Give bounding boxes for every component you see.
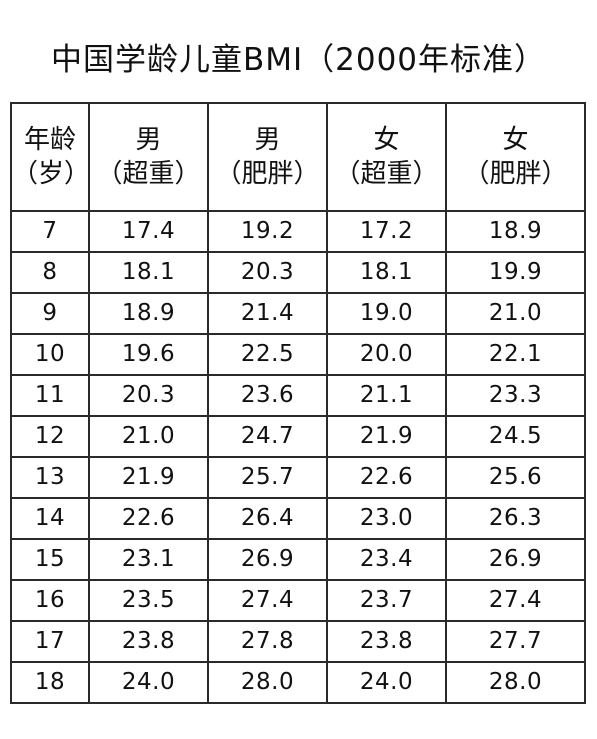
header-age: 年龄 （岁）: [10, 102, 90, 212]
cell-age: 7: [10, 210, 90, 253]
table-row: 9 18.9 21.4 19.0 21.0: [10, 292, 586, 335]
page-title: 中国学龄儿童BMI（2000年标准）: [50, 42, 547, 78]
cell-male-overweight: 19.6: [88, 333, 209, 376]
cell-male-overweight: 18.1: [88, 251, 209, 294]
table-row: 7 17.4 19.2 17.2 18.9: [10, 210, 586, 253]
cell-female-overweight: 24.0: [326, 661, 447, 704]
cell-age: 8: [10, 251, 90, 294]
table-row: 12 21.0 24.7 21.9 24.5: [10, 415, 586, 458]
cell-female-obese: 27.7: [445, 620, 586, 663]
cell-female-obese: 24.5: [445, 415, 586, 458]
cell-male-obese: 27.4: [207, 579, 328, 622]
header-row: 年龄 （岁） 男 （超重） 男 （肥胖） 女 （超重） 女 （肥胖）: [10, 102, 586, 212]
cell-male-obese: 27.8: [207, 620, 328, 663]
header-male-overweight: 男 （超重）: [88, 102, 209, 212]
table-row: 16 23.5 27.4 23.7 27.4: [10, 579, 586, 622]
cell-female-obese: 22.1: [445, 333, 586, 376]
table-body: 7 17.4 19.2 17.2 18.9 8 18.1 20.3 18.1 19.9 9 18.9 2…: [10, 210, 586, 704]
table-row: 10 19.6 22.5 20.0 22.1: [10, 333, 586, 376]
table-row: 15 23.1 26.9 23.4 26.9: [10, 538, 586, 581]
cell-male-obese: 26.4: [207, 497, 328, 540]
cell-female-obese: 19.9: [445, 251, 586, 294]
cell-female-overweight: 17.2: [326, 210, 447, 253]
cell-female-overweight: 23.0: [326, 497, 447, 540]
table-row: 17 23.8 27.8 23.8 27.7: [10, 620, 586, 663]
cell-age: 10: [10, 333, 90, 376]
cell-female-overweight: 21.9: [326, 415, 447, 458]
cell-female-overweight: 23.7: [326, 579, 447, 622]
cell-male-overweight: 23.5: [88, 579, 209, 622]
table-row: 13 21.9 25.7 22.6 25.6: [10, 456, 586, 499]
cell-male-obese: 19.2: [207, 210, 328, 253]
cell-age: 14: [10, 497, 90, 540]
cell-female-obese: 26.3: [445, 497, 586, 540]
table-row: 14 22.6 26.4 23.0 26.3: [10, 497, 586, 540]
cell-female-overweight: 23.8: [326, 620, 447, 663]
table-row: 8 18.1 20.3 18.1 19.9: [10, 251, 586, 294]
cell-age: 17: [10, 620, 90, 663]
cell-male-obese: 23.6: [207, 374, 328, 417]
cell-female-obese: 28.0: [445, 661, 586, 704]
table-row: 18 24.0 28.0 24.0 28.0: [10, 661, 586, 704]
cell-male-overweight: 24.0: [88, 661, 209, 704]
header-male-obese: 男 （肥胖）: [207, 102, 328, 212]
table-row: 11 20.3 23.6 21.1 23.3: [10, 374, 586, 417]
cell-female-obese: 26.9: [445, 538, 586, 581]
cell-female-obese: 23.3: [445, 374, 586, 417]
cell-male-overweight: 17.4: [88, 210, 209, 253]
cell-female-overweight: 22.6: [326, 456, 447, 499]
cell-age: 16: [10, 579, 90, 622]
cell-male-overweight: 18.9: [88, 292, 209, 335]
cell-age: 12: [10, 415, 90, 458]
cell-female-obese: 18.9: [445, 210, 586, 253]
cell-female-overweight: 20.0: [326, 333, 447, 376]
cell-female-overweight: 21.1: [326, 374, 447, 417]
header-female-overweight: 女 （超重）: [326, 102, 447, 212]
cell-age: 13: [10, 456, 90, 499]
cell-male-overweight: 21.9: [88, 456, 209, 499]
cell-female-overweight: 18.1: [326, 251, 447, 294]
cell-male-obese: 24.7: [207, 415, 328, 458]
cell-male-obese: 25.7: [207, 456, 328, 499]
cell-female-obese: 21.0: [445, 292, 586, 335]
cell-male-overweight: 23.1: [88, 538, 209, 581]
cell-female-overweight: 23.4: [326, 538, 447, 581]
cell-age: 11: [10, 374, 90, 417]
cell-age: 9: [10, 292, 90, 335]
bmi-table: 年龄 （岁） 男 （超重） 男 （肥胖） 女 （超重） 女 （肥胖） 7 17.4…: [10, 102, 586, 704]
cell-female-overweight: 19.0: [326, 292, 447, 335]
cell-male-overweight: 20.3: [88, 374, 209, 417]
cell-age: 18: [10, 661, 90, 704]
cell-male-overweight: 23.8: [88, 620, 209, 663]
cell-male-overweight: 22.6: [88, 497, 209, 540]
page-bottom-edge: [0, 733, 597, 739]
cell-male-obese: 28.0: [207, 661, 328, 704]
cell-male-obese: 26.9: [207, 538, 328, 581]
cell-age: 15: [10, 538, 90, 581]
cell-male-obese: 20.3: [207, 251, 328, 294]
cell-female-obese: 25.6: [445, 456, 586, 499]
cell-male-overweight: 21.0: [88, 415, 209, 458]
cell-female-obese: 27.4: [445, 579, 586, 622]
cell-male-obese: 22.5: [207, 333, 328, 376]
header-female-obese: 女 （肥胖）: [445, 102, 586, 212]
cell-male-obese: 21.4: [207, 292, 328, 335]
